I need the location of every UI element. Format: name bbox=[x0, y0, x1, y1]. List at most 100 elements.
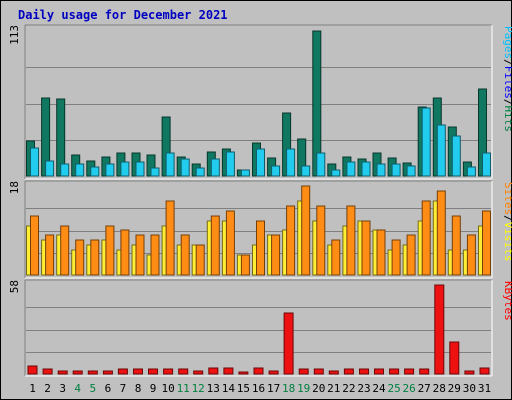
bar-kbytes bbox=[434, 284, 445, 375]
bar-kbytes bbox=[359, 368, 369, 375]
bar-pages bbox=[286, 148, 296, 177]
bar-sites bbox=[436, 190, 446, 276]
x-tick-label: 14 bbox=[222, 382, 236, 395]
bar-kbytes bbox=[328, 370, 339, 375]
bar-kbytes bbox=[238, 371, 249, 375]
bar-pages bbox=[150, 167, 160, 177]
bar-kbytes bbox=[313, 368, 324, 375]
bar-kbytes bbox=[163, 368, 174, 375]
legend-entry: Visits bbox=[502, 222, 512, 262]
bar-pages bbox=[482, 152, 491, 177]
bar-pages bbox=[135, 161, 145, 177]
x-tick-label: 13 bbox=[207, 382, 220, 395]
bar-kbytes bbox=[374, 368, 384, 375]
bar-sites bbox=[331, 239, 341, 276]
bar-pages bbox=[301, 165, 311, 177]
bar-pages bbox=[165, 152, 175, 177]
bar-pages bbox=[75, 163, 85, 177]
x-tick-label: 11 bbox=[177, 382, 190, 395]
legend-entry: Sites bbox=[502, 182, 512, 215]
bar-pages bbox=[376, 163, 386, 177]
bar-kbytes bbox=[404, 368, 415, 375]
bar-kbytes bbox=[268, 370, 279, 375]
bar-kbytes bbox=[464, 370, 475, 375]
legend-entry: / bbox=[502, 99, 512, 106]
bar-sites bbox=[195, 244, 205, 276]
bar-sites bbox=[90, 239, 100, 276]
bar-sites bbox=[135, 234, 145, 276]
x-tick-label: 20 bbox=[312, 382, 325, 395]
bar-pages bbox=[30, 147, 39, 177]
bar-pages bbox=[391, 163, 401, 177]
bar-sites bbox=[165, 200, 175, 276]
bar-pages bbox=[240, 169, 250, 177]
x-tick-label: 5 bbox=[89, 382, 96, 395]
bar-kbytes bbox=[389, 368, 400, 375]
bar-pages bbox=[120, 161, 130, 177]
legend-entry: / bbox=[502, 59, 512, 66]
bar-pages bbox=[45, 160, 55, 177]
x-tick-label: 8 bbox=[135, 382, 142, 395]
x-tick-label: 15 bbox=[237, 382, 250, 395]
bar-kbytes bbox=[178, 368, 189, 375]
bar-kbytes bbox=[117, 368, 128, 375]
bar-kbytes bbox=[283, 312, 294, 375]
x-tick-label: 23 bbox=[357, 382, 370, 395]
bar-pages bbox=[361, 161, 371, 177]
bar-sites bbox=[210, 215, 220, 276]
x-tick-label: 16 bbox=[252, 382, 265, 395]
bar-kbytes bbox=[253, 367, 264, 375]
bar-sites bbox=[105, 225, 115, 276]
bar-sites bbox=[256, 220, 265, 276]
x-tick-label: 1 bbox=[29, 382, 36, 395]
bar-sites bbox=[225, 210, 235, 276]
legend-entry: Files bbox=[502, 66, 512, 99]
bar-pages bbox=[180, 158, 190, 177]
y-max-label-hits-files-pages: 113 bbox=[8, 25, 21, 45]
bar-sites bbox=[361, 220, 371, 276]
bar-sites bbox=[120, 229, 130, 276]
bar-kbytes bbox=[87, 370, 98, 375]
x-tick-label: 4 bbox=[74, 382, 81, 395]
x-tick-label: 6 bbox=[105, 382, 112, 395]
bar-pages bbox=[436, 124, 446, 177]
bar-sites bbox=[45, 234, 55, 276]
bar-pages bbox=[195, 167, 205, 177]
legend-entry: KBytes bbox=[502, 281, 512, 321]
y-max-label-kbytes: 58 bbox=[8, 280, 21, 293]
x-tick-label: 17 bbox=[267, 382, 280, 395]
bar-sites bbox=[60, 225, 70, 276]
bar-sites bbox=[286, 205, 296, 276]
bar-kbytes bbox=[208, 367, 219, 375]
x-tick-label: 29 bbox=[448, 382, 461, 395]
bar-sites bbox=[150, 234, 160, 276]
legend-hits-files-pages: Pages/Files/Hits bbox=[502, 26, 512, 132]
bar-pages bbox=[60, 163, 70, 177]
legend-entry: Hits bbox=[502, 106, 512, 133]
bar-sites bbox=[406, 234, 416, 276]
bar-sites bbox=[421, 200, 431, 276]
chart-title: Daily usage for December 2021 bbox=[18, 8, 228, 22]
bar-kbytes bbox=[343, 368, 354, 375]
legend-entry: / bbox=[502, 215, 512, 222]
bar-pages bbox=[331, 169, 341, 177]
x-tick-label: 18 bbox=[282, 382, 295, 395]
bar-sites bbox=[30, 215, 39, 276]
bar-kbytes bbox=[419, 368, 430, 375]
bar-sites bbox=[301, 185, 311, 276]
legend-entry: Pages bbox=[502, 26, 512, 59]
x-tick-label: 25 bbox=[387, 382, 400, 395]
bar-kbytes bbox=[223, 367, 234, 375]
x-tick-label: 22 bbox=[342, 382, 355, 395]
x-tick-label: 7 bbox=[120, 382, 127, 395]
bar-pages bbox=[421, 107, 431, 177]
x-tick-label: 31 bbox=[478, 382, 491, 395]
x-tick-label: 30 bbox=[463, 382, 476, 395]
bar-sites bbox=[240, 254, 250, 276]
x-tick-label: 3 bbox=[59, 382, 66, 395]
x-tick-label: 24 bbox=[372, 382, 386, 395]
bar-pages bbox=[346, 161, 356, 177]
bar-kbytes bbox=[479, 367, 490, 375]
x-tick-label: 12 bbox=[192, 382, 205, 395]
bar-pages bbox=[90, 166, 100, 177]
